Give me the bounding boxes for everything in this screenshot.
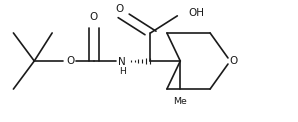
- Text: N: N: [118, 57, 126, 67]
- Text: O: O: [90, 12, 98, 22]
- Text: OH: OH: [189, 8, 205, 18]
- Text: O: O: [115, 4, 123, 14]
- Text: H: H: [119, 67, 126, 76]
- Text: O: O: [66, 56, 74, 66]
- Text: Me: Me: [173, 97, 187, 106]
- Text: O: O: [230, 56, 238, 66]
